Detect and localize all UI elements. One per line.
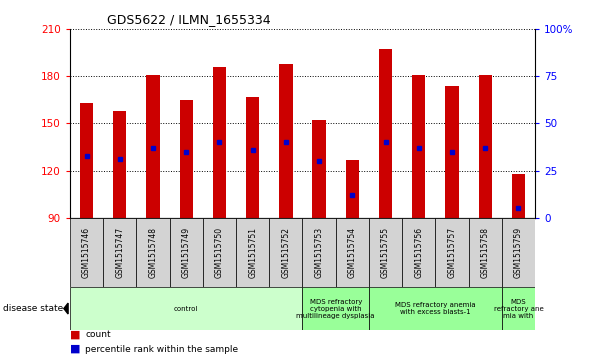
- Text: MDS refractory anemia
with excess blasts-1: MDS refractory anemia with excess blasts…: [395, 302, 475, 315]
- Bar: [346, 160, 359, 218]
- Text: MDS
refractory ane
mia with: MDS refractory ane mia with: [494, 298, 544, 319]
- Bar: [502, 218, 535, 287]
- Text: GSM1515746: GSM1515746: [82, 227, 91, 278]
- Bar: [147, 75, 160, 218]
- Bar: [402, 218, 435, 287]
- Text: GSM1515753: GSM1515753: [314, 227, 323, 278]
- Bar: [369, 218, 402, 287]
- Bar: [502, 287, 535, 330]
- Text: GSM1515759: GSM1515759: [514, 227, 523, 278]
- Bar: [512, 174, 525, 218]
- Text: disease state: disease state: [3, 304, 63, 313]
- Bar: [246, 97, 259, 218]
- Text: control: control: [174, 306, 198, 311]
- Text: percentile rank within the sample: percentile rank within the sample: [85, 345, 238, 354]
- Bar: [203, 218, 236, 287]
- Bar: [469, 218, 502, 287]
- Bar: [478, 75, 492, 218]
- Bar: [302, 287, 369, 330]
- Bar: [80, 103, 93, 218]
- Polygon shape: [64, 303, 68, 314]
- Bar: [369, 287, 502, 330]
- Bar: [236, 218, 269, 287]
- Bar: [170, 218, 203, 287]
- Text: ■: ■: [70, 329, 80, 339]
- Bar: [70, 287, 302, 330]
- Bar: [103, 218, 136, 287]
- Bar: [412, 75, 426, 218]
- Bar: [213, 67, 226, 218]
- Text: GSM1515758: GSM1515758: [481, 227, 489, 278]
- Bar: [136, 218, 170, 287]
- Text: count: count: [85, 330, 111, 339]
- Text: GSM1515756: GSM1515756: [414, 227, 423, 278]
- Bar: [302, 218, 336, 287]
- Bar: [379, 49, 392, 218]
- Bar: [435, 218, 469, 287]
- Text: GSM1515757: GSM1515757: [447, 227, 457, 278]
- Text: GSM1515752: GSM1515752: [282, 227, 291, 278]
- Text: MDS refractory
cytopenia with
multilineage dysplasia: MDS refractory cytopenia with multilinea…: [297, 298, 375, 319]
- Bar: [336, 218, 369, 287]
- Bar: [70, 218, 103, 287]
- Text: GSM1515750: GSM1515750: [215, 227, 224, 278]
- Bar: [269, 218, 302, 287]
- Text: GSM1515755: GSM1515755: [381, 227, 390, 278]
- Bar: [279, 64, 292, 218]
- Text: ■: ■: [70, 344, 80, 354]
- Text: GSM1515749: GSM1515749: [182, 227, 191, 278]
- Bar: [313, 120, 326, 218]
- Bar: [179, 100, 193, 218]
- Text: GSM1515747: GSM1515747: [116, 227, 124, 278]
- Bar: [445, 86, 458, 218]
- Bar: [113, 111, 126, 218]
- Text: GDS5622 / ILMN_1655334: GDS5622 / ILMN_1655334: [107, 13, 271, 26]
- Text: GSM1515754: GSM1515754: [348, 227, 357, 278]
- Text: GSM1515748: GSM1515748: [148, 227, 157, 278]
- Text: GSM1515751: GSM1515751: [248, 227, 257, 278]
